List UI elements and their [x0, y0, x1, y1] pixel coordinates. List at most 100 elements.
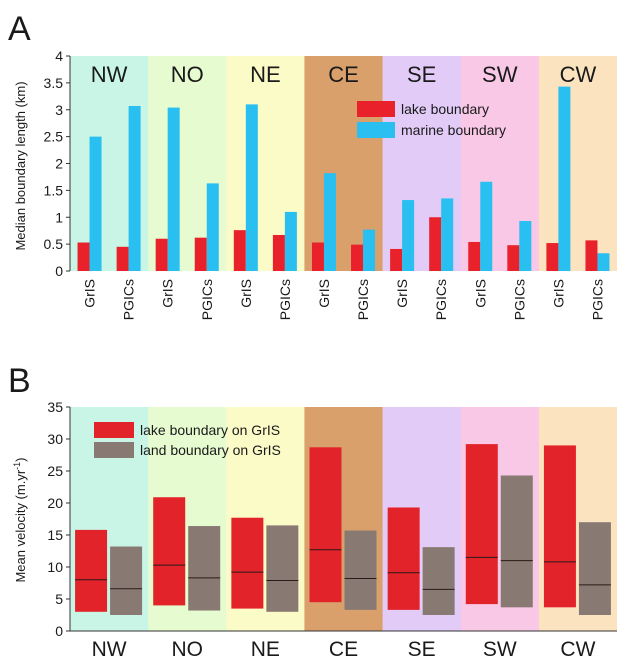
- category-label: GrIS: [550, 279, 566, 308]
- land-box-no: [188, 526, 221, 611]
- lake-bar: [507, 245, 520, 271]
- marine-bar: [402, 200, 415, 271]
- region-label-se: SE: [407, 62, 436, 87]
- y-tick-label: 5: [55, 591, 63, 607]
- region-label-no: NO: [171, 62, 204, 87]
- lake-box-nw: [75, 529, 108, 612]
- x-category-nw: NW: [92, 638, 127, 660]
- marine-bar: [206, 183, 219, 271]
- land-box-nw: [110, 546, 143, 615]
- y-tick-label: 10: [47, 559, 63, 575]
- marine-bar: [363, 229, 376, 271]
- lake-box-cw: [543, 445, 576, 608]
- lake-bar: [311, 242, 324, 271]
- category-label: GrIS: [160, 279, 176, 308]
- category-label: PGICs: [433, 279, 449, 320]
- lake-bar: [585, 240, 598, 271]
- region-label-cw: CW: [560, 62, 597, 87]
- lake-bar: [116, 246, 129, 271]
- marine-bar: [167, 107, 180, 271]
- marine-bar: [245, 104, 258, 271]
- lake-bar: [77, 242, 90, 271]
- category-label: GrIS: [394, 279, 410, 308]
- panel-a: A 00.511.522.533.54 GrIS PGICs GrIS PGICs Gr…: [8, 10, 617, 320]
- category-label: PGICs: [355, 279, 371, 320]
- x-category-ne: NE: [251, 638, 280, 660]
- land-box-ce: [344, 530, 377, 610]
- legend-label-marine: marine boundary: [401, 122, 506, 138]
- panel-b-ylabel-end: ): [13, 457, 28, 461]
- y-tick-label: 3: [55, 102, 63, 118]
- panel-a-axes: 0 0.5 1 1.5 2 2.5 3 3.5 4: [44, 48, 71, 279]
- category-label: PGICs: [199, 279, 215, 320]
- category-label: GrIS: [472, 279, 488, 308]
- marine-bar: [597, 253, 610, 271]
- marine-bar: [323, 173, 336, 271]
- lake-bar: [155, 238, 168, 271]
- legend-swatch-lake: [357, 101, 395, 117]
- panel-b-legend: lake boundary on GrIS land boundary on Gr…: [94, 422, 281, 458]
- lake-bar: [272, 234, 285, 271]
- land-box-cw: [578, 522, 611, 615]
- panel-a-ylabel: Median boundary length (km): [13, 81, 28, 250]
- legend-swatch-land: [94, 442, 134, 458]
- x-category-se: SE: [408, 638, 436, 660]
- marine-bar: [441, 198, 454, 271]
- panel-b-region-backgrounds: [70, 407, 617, 631]
- marine-bar: [128, 105, 141, 271]
- marine-bar: [284, 211, 297, 271]
- y-tick-label: 0.5: [44, 236, 64, 252]
- category-label: GrIS: [316, 279, 332, 308]
- panel-a-letter: A: [8, 10, 31, 48]
- y-tick-label: 0: [55, 263, 63, 279]
- land-box-ne: [266, 525, 299, 612]
- region-bg-cw: [538, 56, 617, 271]
- lake-bar: [429, 217, 442, 271]
- y-tick-label: 15: [47, 527, 63, 543]
- panel-b-ylabel-main: Mean velocity (m.yr: [13, 469, 28, 582]
- lake-bar: [546, 243, 559, 271]
- panel-b-ylabel-sup: -1: [12, 462, 22, 470]
- panel-a-region-backgrounds: [70, 56, 617, 271]
- legend-label-land: land boundary on GrIS: [140, 442, 281, 458]
- y-tick-label: 1: [55, 209, 63, 225]
- marine-bar: [519, 221, 532, 271]
- legend-label-lake: lake boundary: [401, 101, 489, 117]
- y-tick-label: 20: [47, 495, 63, 511]
- region-label-nw: NW: [91, 62, 128, 87]
- y-tick-label: 25: [47, 463, 63, 479]
- y-tick-label: 2: [55, 156, 63, 172]
- y-tick-label: 2.5: [44, 129, 64, 145]
- land-box-sw: [500, 475, 533, 608]
- x-category-sw: SW: [483, 638, 517, 660]
- region-label-sw: SW: [482, 62, 518, 87]
- legend-label-lake: lake boundary on GrIS: [140, 422, 280, 438]
- lake-box-no: [153, 497, 186, 606]
- y-tick-label: 30: [47, 431, 63, 447]
- y-tick-label: 35: [47, 399, 63, 415]
- x-category-ce: CE: [329, 638, 358, 660]
- category-label: GrIS: [238, 279, 254, 308]
- panel-b-boxes: [75, 444, 611, 615]
- marine-bar: [558, 86, 571, 271]
- lake-box-ce: [309, 447, 342, 603]
- x-category-no: NO: [171, 638, 203, 660]
- lake-bar: [233, 230, 246, 271]
- lake-bar: [468, 241, 481, 271]
- panel-b-letter: B: [8, 362, 31, 400]
- region-label-ce: CE: [328, 62, 359, 87]
- panel-b-ylabel: Mean velocity (m.yr-1): [12, 457, 28, 582]
- panel-b-axes: NW NO NE CE SE SW CW 0 5 10 15 20 25 30 35: [47, 399, 617, 660]
- category-label: PGICs: [589, 279, 605, 320]
- legend-swatch-lake: [94, 422, 134, 438]
- legend-swatch-marine: [357, 122, 395, 138]
- y-tick-label: 0: [55, 623, 63, 639]
- y-tick-label: 3.5: [44, 75, 64, 91]
- category-label: PGICs: [121, 279, 137, 320]
- marine-bar: [480, 181, 493, 271]
- lake-bar: [390, 248, 403, 271]
- panel-b: B NW NO NE CE SE SW CW 0 5 10 15 20 25 30 35 lake boun…: [8, 362, 617, 660]
- category-label: PGICs: [511, 279, 527, 320]
- category-label: PGICs: [277, 279, 293, 320]
